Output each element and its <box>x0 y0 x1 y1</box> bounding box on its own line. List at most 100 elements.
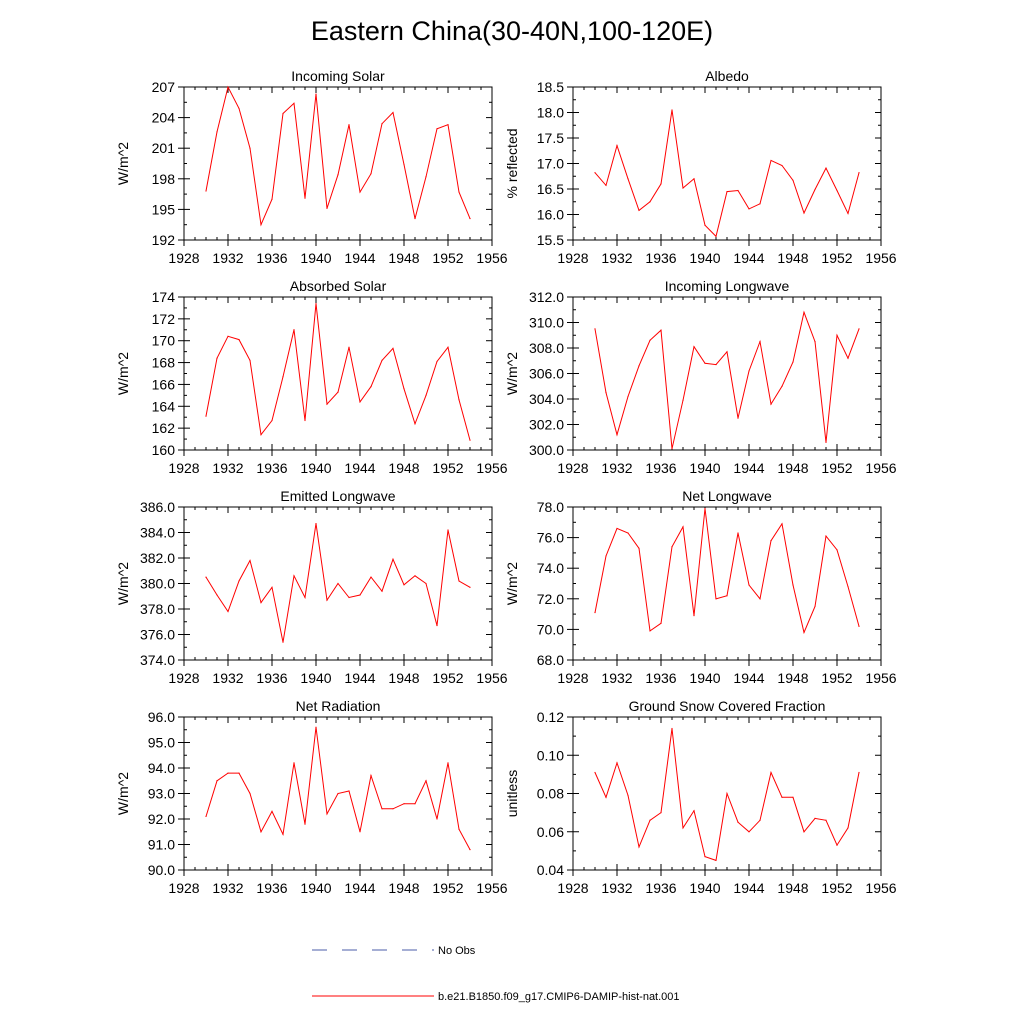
data-point <box>403 803 405 805</box>
y-axis-label: W/m^2 <box>504 352 520 395</box>
data-point <box>370 775 372 777</box>
data-point <box>781 796 783 798</box>
data-point <box>425 176 427 178</box>
y-tick-label: 74.0 <box>537 560 564 576</box>
x-tick-label: 1944 <box>344 250 375 266</box>
data-point <box>594 172 596 174</box>
y-tick-label: 172 <box>152 311 176 327</box>
x-tick-label: 1940 <box>300 880 331 896</box>
y-tick-label: 201 <box>152 140 176 156</box>
data-point <box>671 546 673 548</box>
data-point <box>458 828 460 830</box>
data-point <box>271 198 273 200</box>
data-point <box>227 86 229 88</box>
y-tick-label: 170 <box>152 333 176 349</box>
y-tick-label: 90.0 <box>148 862 175 878</box>
x-tick-label: 1952 <box>821 460 852 476</box>
y-tick-label: 18.0 <box>537 105 564 121</box>
data-point <box>227 335 229 337</box>
x-tick-label: 1932 <box>601 250 632 266</box>
data-point <box>370 386 372 388</box>
data-point <box>605 555 607 557</box>
data-point <box>693 810 695 812</box>
panel-title: Emitted Longwave <box>280 488 395 504</box>
data-point <box>715 598 717 600</box>
y-axis-label: unitless <box>504 770 520 817</box>
x-tick-label: 1956 <box>865 880 896 896</box>
x-tick-label: 1952 <box>432 670 463 686</box>
data-point <box>326 403 328 405</box>
plot-frame <box>183 296 493 451</box>
panel-5: Net Longwave W/m^2 1928 1932 1936 1940 1944 194… <box>504 488 897 686</box>
data-point <box>792 584 794 586</box>
data-point <box>271 419 273 422</box>
x-tick-label: 1948 <box>388 670 419 686</box>
data-point <box>282 112 284 115</box>
data-point <box>337 582 339 585</box>
data-point <box>348 596 350 599</box>
y-tick-label: 16.0 <box>537 207 564 223</box>
data-point <box>770 159 772 162</box>
data-point <box>594 611 596 614</box>
data-point <box>792 361 794 363</box>
data-point <box>616 762 618 764</box>
data-point <box>594 328 596 330</box>
x-tick-label: 1952 <box>821 670 852 686</box>
data-point <box>704 856 706 858</box>
x-tick-label: 1928 <box>168 670 199 686</box>
data-point <box>436 818 438 820</box>
data-point <box>693 615 695 617</box>
y-tick-label: 160 <box>152 442 176 458</box>
data-point <box>392 347 394 349</box>
data-point <box>748 208 750 210</box>
data-point <box>304 823 306 825</box>
y-tick-label: 195 <box>152 201 176 217</box>
panel-title: Ground Snow Covered Fraction <box>629 698 826 714</box>
y-tick-label: 72.0 <box>537 591 564 607</box>
data-point <box>348 346 350 348</box>
y-tick-label: 94.0 <box>148 760 175 776</box>
data-point <box>726 351 728 353</box>
data-point <box>403 584 405 586</box>
data-point <box>216 131 218 133</box>
panel-title: Incoming Solar <box>291 68 385 84</box>
y-tick-label: 204 <box>152 110 176 126</box>
x-tick-label: 1940 <box>689 250 720 266</box>
data-point <box>469 439 471 441</box>
data-point <box>238 339 240 341</box>
data-point <box>392 808 394 810</box>
x-tick-label: 1940 <box>689 460 720 476</box>
data-point <box>458 191 460 193</box>
data-point <box>792 179 794 181</box>
data-point <box>770 403 772 405</box>
panel-title: Absorbed Solar <box>290 278 387 294</box>
y-tick-label: 70.0 <box>537 621 564 637</box>
data-point <box>425 394 427 396</box>
data-point <box>205 576 207 578</box>
panel-1: Albedo % reflected 1928 1932 1936 1940 1944 194… <box>504 68 897 266</box>
data-point <box>660 183 662 185</box>
data-point <box>414 217 416 220</box>
data-point <box>605 796 607 798</box>
data-point <box>814 341 816 343</box>
x-tick-label: 1956 <box>865 460 896 476</box>
y-tick-label: 0.10 <box>537 747 564 763</box>
data-point <box>282 641 284 643</box>
y-tick-label: 0.04 <box>537 862 564 878</box>
data-point <box>293 102 295 104</box>
data-point <box>260 434 262 436</box>
data-point <box>381 590 383 592</box>
data-point <box>825 819 827 821</box>
x-tick-label: 1952 <box>821 250 852 266</box>
y-tick-label: 17.5 <box>537 130 564 146</box>
y-tick-label: 308.0 <box>529 340 564 356</box>
data-point <box>704 224 706 226</box>
data-point <box>627 178 629 180</box>
y-axis-label: W/m^2 <box>115 772 131 815</box>
data-point <box>425 780 427 782</box>
y-tick-label: 374.0 <box>140 652 175 668</box>
data-point <box>260 602 262 604</box>
panel-0: Incoming Solar W/m^2 1928 1932 1936 1940 1944 1… <box>115 68 508 266</box>
y-tick-label: 96.0 <box>148 709 175 725</box>
x-tick-label: 1944 <box>344 460 375 476</box>
